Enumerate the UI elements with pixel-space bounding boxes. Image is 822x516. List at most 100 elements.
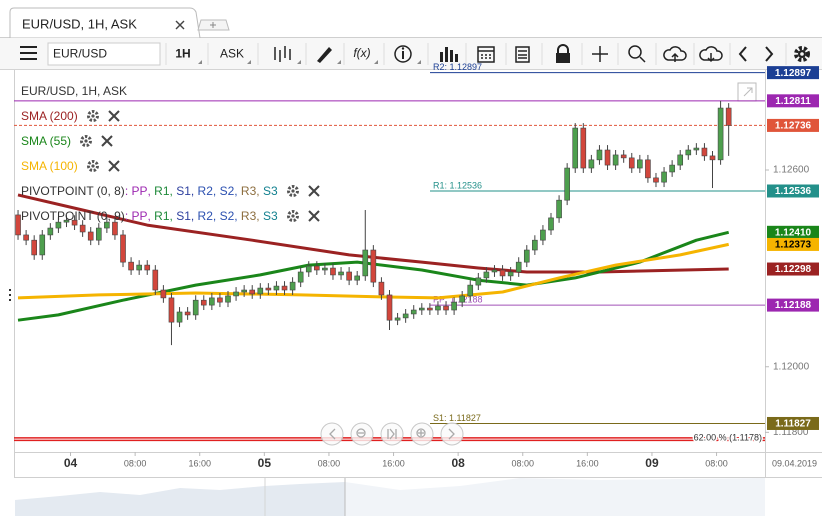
info-icon[interactable] [394, 45, 412, 63]
candle-body [322, 267, 328, 271]
legend-part: PP [131, 208, 148, 223]
draw-icon[interactable] [317, 47, 332, 63]
zoom-icon[interactable] [628, 45, 646, 63]
candle-body [637, 159, 643, 169]
download-icon[interactable] [699, 46, 723, 63]
navigator-window[interactable] [345, 478, 765, 516]
price-type-button[interactable]: ASK [220, 47, 244, 61]
menu-button[interactable] [20, 46, 37, 60]
candle-body [564, 167, 570, 201]
symbol-input[interactable] [47, 42, 161, 66]
legend-separator: , [256, 208, 263, 223]
candle-body [160, 289, 167, 299]
remove-icon[interactable] [101, 134, 113, 147]
legend-icons[interactable] [86, 159, 126, 173]
candle-body [475, 277, 482, 286]
settings-icon[interactable] [80, 134, 93, 147]
candle-body [661, 171, 667, 183]
price-tag-label: 1.12373 [775, 240, 812, 251]
legend-part: S1 [176, 183, 191, 198]
price-tag [767, 237, 819, 251]
candle-body [645, 159, 651, 179]
chart-type-icon[interactable] [274, 46, 291, 62]
settings-icon[interactable] [86, 109, 99, 122]
lock-icon[interactable] [556, 44, 570, 63]
settings-icon[interactable] [286, 184, 299, 197]
dropdown-arrows [198, 60, 421, 64]
price-tag-label: 1.12188 [775, 300, 812, 311]
price-tag-label: 1.12811 [775, 96, 811, 107]
scroll-buttons[interactable] [320, 422, 464, 446]
candle-body [152, 269, 159, 291]
toolbar-separators [165, 43, 787, 65]
calendar-icon[interactable] [477, 46, 495, 63]
scroll-button-icons [329, 428, 455, 440]
tab[interactable] [9, 7, 201, 39]
settings-icon[interactable] [286, 209, 299, 222]
remove-icon[interactable] [307, 209, 320, 222]
price-tag [767, 66, 819, 80]
remove-icon[interactable] [107, 159, 120, 172]
legend-part: R3 [240, 183, 257, 198]
candle-body [249, 289, 256, 295]
legend-icons[interactable] [286, 184, 326, 198]
legend-entry: SMA (55) [21, 133, 72, 148]
legend-separator: , [147, 183, 155, 198]
legend-entry: SMA (100) [21, 158, 78, 173]
tab-close[interactable] [175, 20, 185, 30]
price-tag [767, 225, 819, 239]
legend-part: S3 [262, 208, 278, 223]
x-tick-label: 05 [258, 456, 272, 470]
nav-arrows[interactable] [738, 46, 774, 62]
volume-icon[interactable] [440, 47, 458, 62]
legend-separator: , [256, 183, 263, 198]
settings-icon[interactable] [794, 46, 810, 62]
legend-part: R3 [240, 208, 257, 223]
resize-handle[interactable] [9, 289, 11, 301]
candle-body [443, 305, 449, 311]
candle-body [314, 265, 320, 271]
pivot-level-label: R2: 1.12897 [433, 62, 482, 72]
settings-icon-center [84, 138, 88, 143]
pivot-level-label: PP: 1.12188 [433, 294, 483, 304]
candle-body [128, 261, 134, 271]
price-tag [767, 262, 819, 276]
legend-icons[interactable] [79, 134, 119, 148]
candle-body [386, 294, 393, 321]
remove-icon[interactable] [307, 184, 320, 197]
candle-body [459, 295, 465, 303]
x-tick-label: 08:00 [705, 458, 728, 468]
candle-body [499, 269, 506, 277]
crosshair-icon[interactable] [592, 46, 608, 62]
candle-body [217, 297, 223, 303]
plot-layer: 1.12600 1.12000 1.11800 04 08:00 16:00 05 08:00… [14, 62, 819, 470]
x-tick-label: 16:00 [382, 458, 405, 468]
functions-button[interactable]: f(x) [353, 46, 370, 60]
candle-body [685, 149, 692, 156]
candle-body [362, 249, 369, 277]
y-tick-label: 1.11800 [773, 427, 809, 438]
legend-title-text: EUR/USD, 1H, ASK [21, 83, 128, 98]
legend-icons[interactable] [286, 209, 326, 223]
candle-body [257, 287, 264, 295]
legend-title: EUR/USD, 1H, ASK [21, 78, 326, 103]
interval-button[interactable]: 1H [175, 47, 190, 61]
candle-body [451, 301, 457, 311]
candle-body [281, 285, 288, 291]
candle-body [604, 149, 611, 166]
remove-icon[interactable] [107, 109, 120, 122]
upload-icon[interactable] [663, 46, 687, 62]
x-tick-label: 16:00 [576, 458, 599, 468]
candle-body [79, 224, 86, 233]
settings-icon-center [291, 188, 295, 193]
template-icon[interactable] [515, 46, 530, 63]
legend-icons[interactable] [86, 109, 126, 123]
settings-icon[interactable] [86, 159, 99, 172]
candle-body [418, 307, 425, 311]
y-tick-label: 1.12000 [773, 361, 810, 372]
candle-body [136, 264, 142, 271]
legend-part: PP [131, 183, 148, 198]
candle-body [378, 281, 385, 296]
